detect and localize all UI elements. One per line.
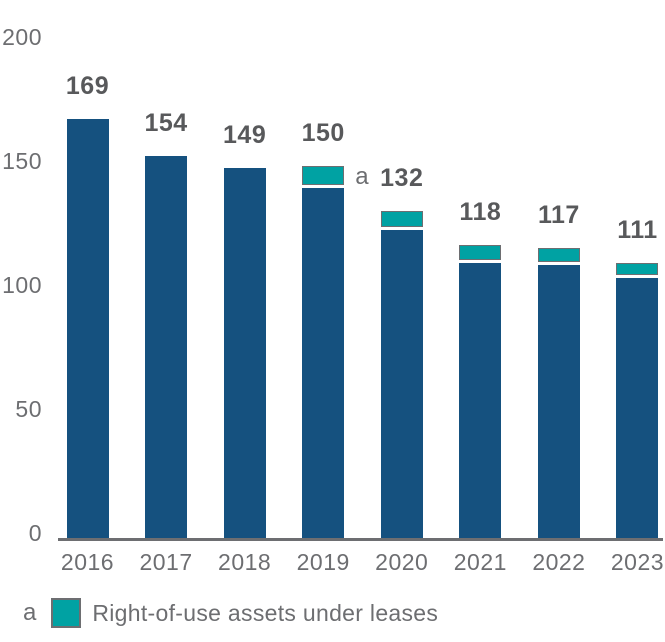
value-label-2022: 117 <box>537 200 580 229</box>
x-label-2023: 2023 <box>610 549 665 575</box>
value-label-2020: 132 <box>380 163 424 192</box>
value-label-2021: 118 <box>459 198 502 227</box>
x-axis-line <box>58 538 663 541</box>
x-label-2021: 2021 <box>453 549 507 575</box>
bar-2021 <box>459 262 502 538</box>
legend-swatch <box>51 598 82 628</box>
value-label-2019: 150 <box>301 119 345 147</box>
bar-2019 <box>302 188 345 538</box>
bar-2018 <box>223 168 266 538</box>
bar-2022 <box>537 265 580 538</box>
bar-2016 <box>66 118 109 538</box>
bar-2023 <box>616 277 659 538</box>
value-label-2016: 169 <box>65 71 110 100</box>
y-tick-50: 50 <box>15 396 42 422</box>
x-label-2017: 2017 <box>139 549 193 575</box>
y-tick-0: 0 <box>28 520 42 546</box>
x-label-2019: 2019 <box>296 549 350 575</box>
bar-2020 <box>380 230 423 538</box>
bar-2017 <box>145 156 188 538</box>
value-label-2017: 154 <box>144 109 188 138</box>
bar-segment-2019 <box>302 166 345 186</box>
x-label-2020: 2020 <box>375 549 429 575</box>
bar-segment-2023 <box>616 262 659 275</box>
value-label-2023: 111 <box>617 215 658 244</box>
bar-segment-2021 <box>459 245 502 260</box>
annotation-marker-a: a <box>355 163 369 191</box>
x-label-2018: 2018 <box>218 549 272 575</box>
legend: a Right-of-use assets under leases <box>23 597 438 629</box>
x-label-2016: 2016 <box>60 549 115 575</box>
y-tick-100: 100 <box>2 272 42 298</box>
y-tick-150: 150 <box>2 148 42 174</box>
bar-segment-2022 <box>537 247 580 263</box>
bar-segment-2020 <box>380 210 423 228</box>
y-tick-200: 200 <box>2 24 42 50</box>
legend-marker-a: a <box>23 599 37 626</box>
legend-label: Right-of-use assets under leases <box>92 599 439 626</box>
x-label-2022: 2022 <box>532 549 586 575</box>
value-label-2018: 149 <box>223 121 267 150</box>
